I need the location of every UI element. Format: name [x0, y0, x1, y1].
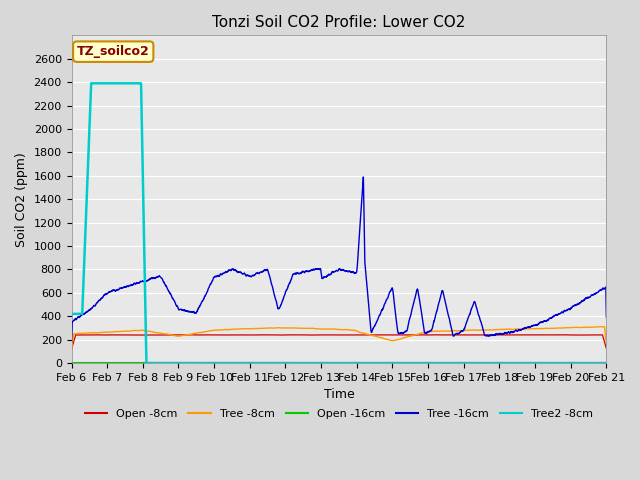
Legend: Open -8cm, Tree -8cm, Open -16cm, Tree -16cm, Tree2 -8cm: Open -8cm, Tree -8cm, Open -16cm, Tree -… [81, 404, 598, 423]
X-axis label: Time: Time [324, 388, 355, 401]
Title: Tonzi Soil CO2 Profile: Lower CO2: Tonzi Soil CO2 Profile: Lower CO2 [212, 15, 466, 30]
Y-axis label: Soil CO2 (ppm): Soil CO2 (ppm) [15, 152, 28, 247]
Text: TZ_soilco2: TZ_soilco2 [77, 45, 150, 58]
